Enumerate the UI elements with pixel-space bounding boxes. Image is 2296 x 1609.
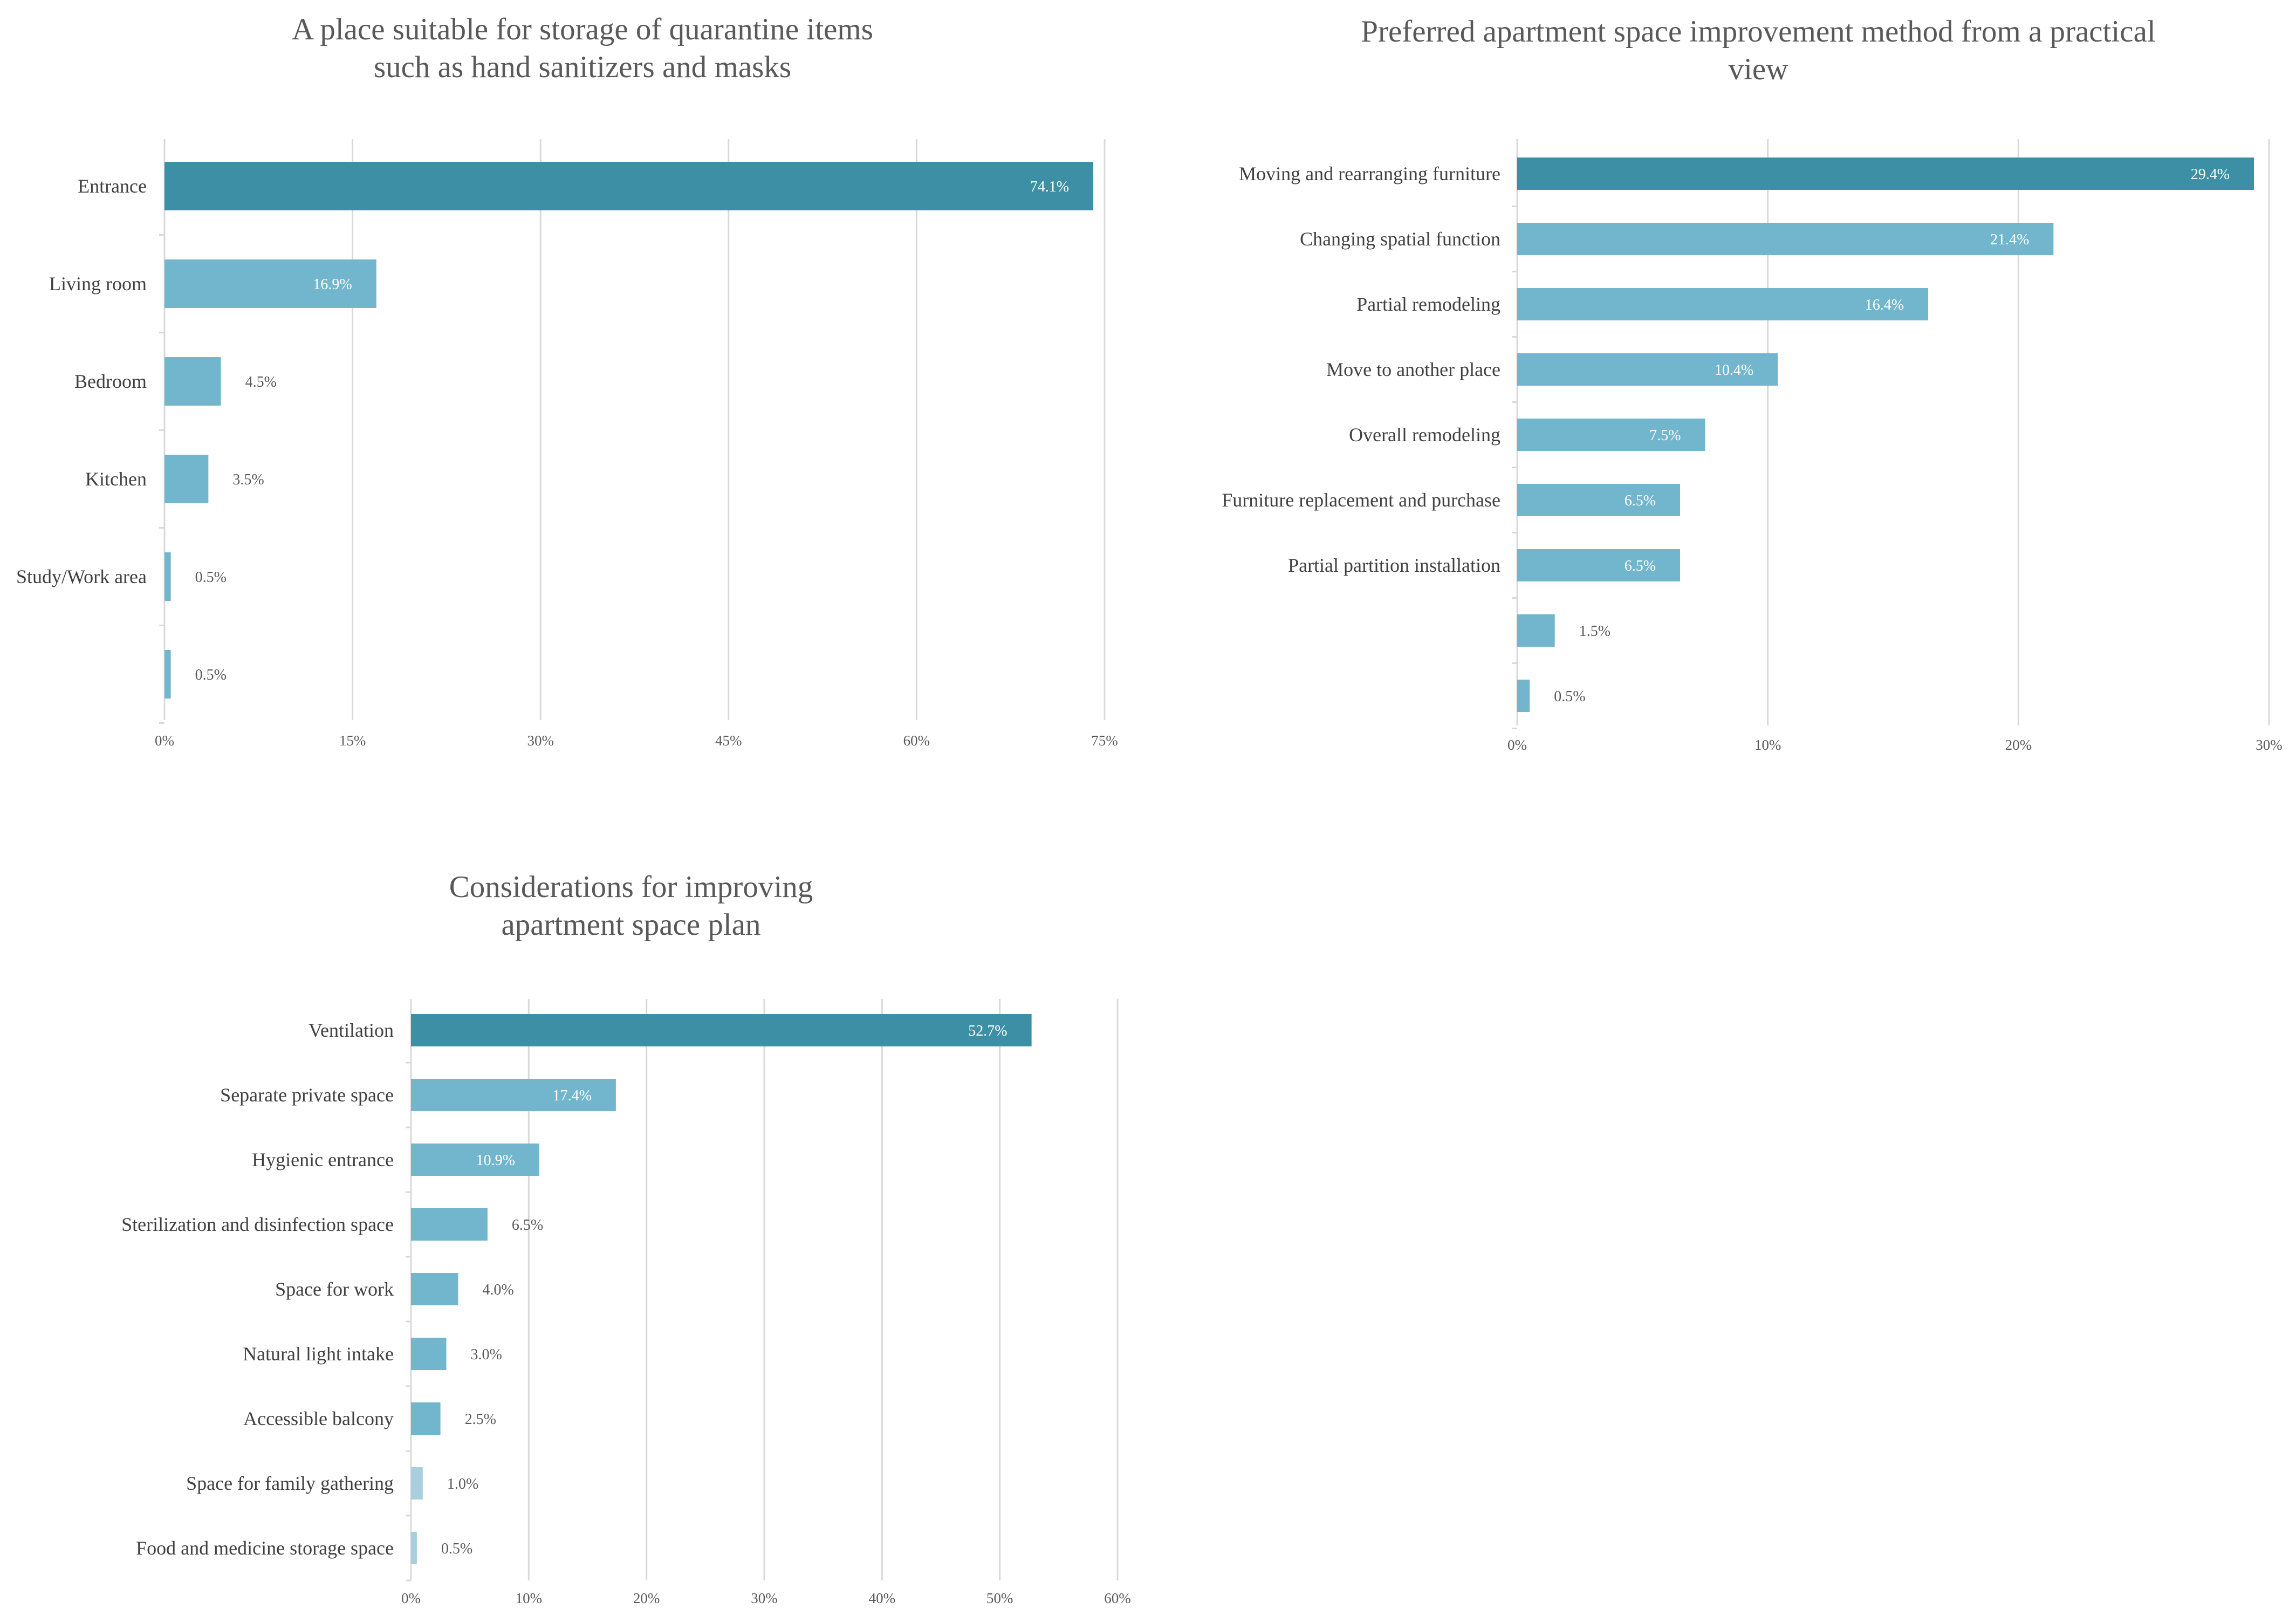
chart-3-bar: [411, 1208, 488, 1241]
chart-2-bar: [1517, 353, 1778, 386]
chart-2-data-label: 6.5%: [1625, 558, 1656, 574]
chart-1-data-label: 4.5%: [245, 374, 277, 391]
chart-3-title: Considerations for improving apartment s…: [449, 870, 813, 942]
chart-1-tick-label: 30%: [527, 732, 554, 749]
chart-3-tick-label: 50%: [986, 1590, 1013, 1606]
chart-1-category-label: Kitchen: [85, 468, 147, 490]
chart-3-bar: [411, 1402, 441, 1435]
chart-3-tick-label: 60%: [1104, 1590, 1131, 1606]
chart-1-bar: [165, 455, 209, 503]
chart-2-data-label: 1.5%: [1579, 623, 1610, 640]
chart-1-category-label: Study/Work area: [16, 566, 147, 587]
chart-2-data-label: 16.4%: [1865, 297, 1904, 313]
chart-1-bar: [165, 162, 1094, 210]
chart-2-category-label: Partial remodeling: [1356, 293, 1500, 315]
chart-1-category-label: Entrance: [78, 175, 147, 197]
chart-1-data-label: 0.5%: [195, 667, 227, 683]
chart-3-data-label: 1.0%: [447, 1476, 478, 1492]
chart-2-tick-label: 30%: [2256, 737, 2283, 753]
chart-1-data-label: 0.5%: [195, 569, 227, 586]
chart-3-data-label: 3.0%: [471, 1346, 502, 1363]
chart-2-category-label: Move to another place: [1326, 359, 1500, 380]
chart-2-data-label: 6.5%: [1625, 492, 1656, 509]
chart-3-bar: [411, 1273, 458, 1305]
chart-3-tick-label: 20%: [633, 1590, 660, 1606]
chart-3-data-label: 6.5%: [512, 1217, 543, 1234]
chart-2-title: Preferred apartment space improvement me…: [1361, 15, 2156, 86]
chart-3-category-label: Sterilization and disinfection space: [121, 1214, 394, 1235]
chart-1-tick-label: 45%: [715, 732, 742, 749]
chart-2-bar: [1517, 549, 1681, 581]
chart-2-bar: [1517, 158, 2254, 190]
chart-2-bar: [1517, 614, 1555, 647]
chart-1-category-label: Living room: [49, 273, 147, 295]
chart-3-category-label: Ventilation: [309, 1019, 394, 1041]
chart-3-data-label: 10.9%: [476, 1152, 515, 1169]
chart-3-category-label: Food and medicine storage space: [136, 1537, 394, 1559]
chart-2-tick-label: 10%: [1754, 737, 1781, 753]
chart-2-category-label: Changing spatial function: [1300, 228, 1500, 250]
chart-3-data-label: 52.7%: [968, 1023, 1007, 1039]
chart-1-tick-label: 75%: [1091, 732, 1118, 749]
chart-3-category-label: Accessible balcony: [243, 1408, 394, 1429]
chart-1-bar: [165, 259, 376, 308]
chart-1-data-label: 74.1%: [1030, 179, 1069, 195]
chart-1-bar: [165, 552, 171, 601]
chart-3-bar: [411, 1144, 539, 1176]
chart-2-category-label: Moving and rearranging furniture: [1239, 163, 1500, 184]
chart-3-bar: [411, 1014, 1032, 1046]
chart-1-tick-label: 60%: [903, 732, 930, 749]
chart-2-data-label: 29.4%: [2191, 166, 2230, 183]
chart-2-data-label: 7.5%: [1649, 427, 1681, 444]
chart-2-data-label: 21.4%: [1990, 231, 2029, 248]
chart-3-data-label: 0.5%: [441, 1540, 472, 1557]
chart-3-bar: [411, 1532, 417, 1564]
chart-1-bar: [165, 357, 221, 406]
chart-2-tick-label: 0%: [1507, 737, 1527, 753]
chart-1-data-label: 3.5%: [232, 471, 264, 488]
chart-2-bar: [1517, 484, 1681, 516]
chart-3-category-label: Space for family gathering: [186, 1473, 394, 1494]
chart-1-bar: [165, 650, 171, 699]
chart-3-category-label: Natural light intake: [243, 1343, 394, 1365]
chart-3-data-label: 4.0%: [482, 1282, 513, 1298]
chart-2-data-label: 10.4%: [1715, 362, 1753, 379]
chart-2-bar: [1517, 680, 1530, 712]
chart-2-bar: [1517, 223, 2054, 255]
chart-2-category-label: Furniture replacement and purchase: [1222, 489, 1500, 511]
chart-2-data-label: 0.5%: [1554, 688, 1585, 705]
chart-1-title: A place suitable for storage of quaranti…: [292, 12, 873, 84]
chart-3-bar: [411, 1338, 447, 1370]
chart-3-category-label: Hygienic entrance: [252, 1149, 394, 1170]
chart-1-data-label: 16.9%: [313, 276, 352, 293]
chart-3-bar: [411, 1079, 616, 1111]
chart-3-category-label: Space for work: [275, 1278, 394, 1300]
chart-3-data-label: 2.5%: [465, 1411, 496, 1428]
chart-2-bar: [1517, 419, 1705, 451]
chart-3-bar: [411, 1467, 423, 1500]
chart-2-tick-label: 20%: [2005, 737, 2032, 753]
chart-3-tick-label: 40%: [869, 1590, 896, 1606]
chart-3-tick-label: 0%: [401, 1590, 421, 1606]
chart-3-data-label: 17.4%: [553, 1087, 592, 1104]
chart-3-tick-label: 30%: [751, 1590, 778, 1606]
chart-3-category-label: Separate private space: [220, 1084, 394, 1106]
chart-1-tick-label: 15%: [339, 732, 366, 749]
chart-2-category-label: Overall remodeling: [1349, 424, 1500, 446]
chart-2-bar: [1517, 288, 1929, 320]
chart-2-category-label: Partial partition installation: [1288, 554, 1500, 576]
chart-1-category-label: Bedroom: [74, 371, 147, 392]
chart-1-tick-label: 0%: [155, 732, 174, 749]
chart-3-tick-label: 10%: [516, 1590, 543, 1606]
